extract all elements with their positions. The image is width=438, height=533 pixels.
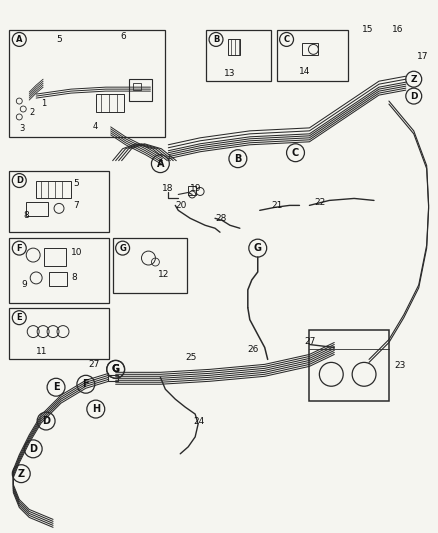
Bar	[188, 185, 196, 196]
Bar	[26, 203, 48, 216]
Bar	[309, 329, 389, 401]
Text: 20: 20	[175, 201, 187, 210]
Text: 8: 8	[23, 211, 29, 220]
Text: D: D	[16, 176, 23, 185]
Bar	[9, 29, 165, 137]
Bar	[206, 29, 271, 81]
Text: 17: 17	[417, 52, 428, 61]
Text: 11: 11	[36, 347, 48, 356]
Text: C: C	[283, 35, 290, 44]
Bar	[228, 39, 240, 55]
Text: 12: 12	[159, 270, 170, 279]
Text: 5: 5	[73, 179, 79, 188]
Bar	[303, 43, 318, 55]
Text: 4: 4	[93, 123, 98, 132]
Text: 16: 16	[392, 25, 403, 34]
Text: 28: 28	[215, 214, 226, 223]
Text: E: E	[53, 382, 60, 392]
Text: B: B	[234, 154, 242, 164]
Text: E: E	[17, 313, 22, 322]
Text: D: D	[410, 92, 417, 101]
Text: 25: 25	[185, 353, 197, 362]
Bar	[129, 79, 152, 101]
Text: 18: 18	[162, 184, 174, 193]
Text: 10: 10	[71, 248, 82, 256]
Bar	[44, 248, 66, 266]
Text: 3: 3	[19, 124, 25, 133]
Bar	[277, 29, 348, 81]
Text: 27: 27	[304, 337, 316, 346]
Bar	[96, 94, 124, 112]
Bar	[49, 272, 67, 286]
Text: G: G	[119, 244, 126, 253]
Text: 5: 5	[56, 35, 62, 44]
Text: 15: 15	[362, 25, 374, 34]
Bar	[9, 308, 109, 359]
Text: 1: 1	[41, 99, 46, 108]
Bar	[113, 238, 187, 293]
Text: 24: 24	[193, 416, 205, 425]
Text: 9: 9	[21, 280, 27, 289]
Text: 23: 23	[394, 361, 405, 370]
Text: Z: Z	[410, 75, 417, 84]
Text: 26: 26	[248, 345, 259, 354]
Text: A: A	[157, 159, 164, 168]
Text: D: D	[29, 444, 37, 454]
Text: D: D	[42, 416, 50, 426]
Text: 2: 2	[29, 109, 35, 117]
Text: 21: 21	[272, 201, 283, 210]
Text: A: A	[16, 35, 22, 44]
Text: G: G	[254, 243, 262, 253]
Bar	[108, 375, 118, 381]
Text: 6: 6	[120, 32, 127, 41]
Text: 27: 27	[89, 360, 100, 369]
Text: 22: 22	[314, 198, 325, 207]
Text: 14: 14	[299, 67, 310, 76]
Text: 19: 19	[190, 184, 201, 193]
Text: Z: Z	[18, 469, 25, 479]
Text: G: G	[112, 365, 120, 374]
Text: 7: 7	[73, 201, 79, 210]
Text: F: F	[17, 244, 22, 253]
Bar	[9, 238, 109, 303]
Text: 8: 8	[71, 273, 77, 282]
Text: F: F	[82, 379, 89, 389]
Text: 13: 13	[224, 69, 236, 78]
Bar	[133, 83, 141, 90]
Text: B: B	[213, 35, 219, 44]
Text: H: H	[92, 404, 100, 414]
Text: G: G	[112, 365, 120, 374]
Text: C: C	[292, 148, 299, 158]
Bar	[9, 171, 109, 232]
Bar	[36, 181, 71, 198]
